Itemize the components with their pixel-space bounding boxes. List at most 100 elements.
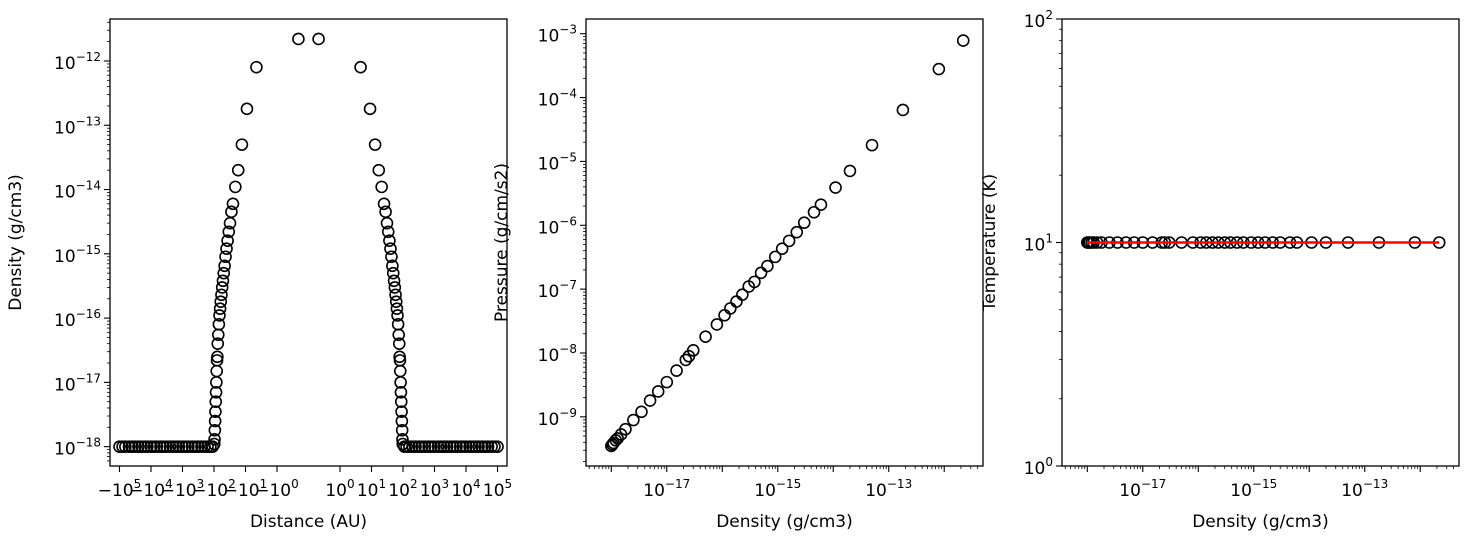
data-point bbox=[389, 295, 403, 308]
y-tick-label: 10−14 bbox=[54, 179, 101, 203]
data-point bbox=[491, 440, 504, 453]
y-axis-label: Pressure (g/cm/s2) bbox=[492, 163, 512, 322]
data-point bbox=[829, 181, 842, 194]
data-point bbox=[472, 440, 485, 453]
data-point bbox=[211, 328, 225, 342]
data-point bbox=[761, 259, 774, 273]
y-tick-label: 101 bbox=[1024, 232, 1053, 256]
x-tick-label-exponent: −17 bbox=[1141, 477, 1166, 491]
y-tick-label: 10−6 bbox=[538, 214, 577, 238]
data-point bbox=[710, 318, 724, 331]
data-point bbox=[699, 330, 712, 344]
y-tick-label-exponent: −16 bbox=[76, 307, 101, 321]
data-point bbox=[229, 180, 242, 194]
y-tick-label: 10−8 bbox=[538, 342, 577, 366]
y-tick-label-exponent: −15 bbox=[76, 243, 101, 257]
y-tick-label-base: 10 bbox=[54, 247, 76, 267]
y-tick-label: 10−16 bbox=[54, 307, 101, 331]
data-point bbox=[215, 281, 229, 294]
data-point bbox=[651, 385, 665, 398]
axes-frame bbox=[585, 18, 984, 467]
data-point bbox=[225, 205, 238, 219]
data-point bbox=[380, 216, 394, 230]
data-point bbox=[386, 259, 399, 273]
x-tick-label-exponent: −13 bbox=[887, 477, 912, 491]
x-tick-label: 103 bbox=[420, 477, 449, 501]
data-point bbox=[363, 102, 377, 116]
data-point bbox=[865, 138, 879, 152]
data-point bbox=[209, 405, 222, 418]
data-point bbox=[390, 302, 404, 316]
data-point bbox=[814, 198, 828, 212]
y-tick-label-base: 10 bbox=[54, 183, 76, 203]
data-point bbox=[395, 414, 409, 428]
data-point bbox=[154, 440, 167, 453]
x-tick-label-base: 10 bbox=[420, 481, 442, 501]
data-point bbox=[670, 364, 683, 377]
data-point bbox=[395, 405, 408, 418]
x-tick-label-exponent: −13 bbox=[1363, 477, 1388, 491]
x-tick-label-base: 10 bbox=[754, 481, 776, 501]
x-tick-label-base: −10 bbox=[255, 481, 291, 501]
x-tick-label: 104 bbox=[451, 477, 480, 501]
y-tick-label-base: 10 bbox=[538, 218, 560, 238]
data-point bbox=[381, 225, 395, 239]
data-point bbox=[394, 376, 407, 389]
y-tick-label-base: 10 bbox=[1024, 236, 1046, 256]
data-point bbox=[896, 103, 910, 117]
data-point bbox=[215, 288, 228, 302]
data-point bbox=[394, 386, 408, 399]
y-tick-label-exponent: −18 bbox=[76, 436, 101, 450]
x-tick-label-exponent: 4 bbox=[473, 477, 481, 491]
data-point bbox=[450, 440, 463, 453]
x-tick-label-exponent: 1 bbox=[379, 477, 387, 491]
data-point bbox=[481, 440, 495, 453]
data-point bbox=[240, 102, 254, 116]
y-tick-label-exponent: −4 bbox=[559, 87, 577, 101]
x-tick-label: 10−15 bbox=[754, 477, 801, 501]
x-tick-label-base: 10 bbox=[1230, 481, 1252, 501]
x-tick-label: −100 bbox=[255, 477, 299, 501]
y-tick-label: 10−18 bbox=[54, 436, 101, 460]
data-point bbox=[375, 180, 388, 194]
x-tick-label: 10−13 bbox=[1341, 477, 1388, 501]
data-point bbox=[210, 376, 223, 389]
x-tick-label-base: 10 bbox=[388, 481, 410, 501]
data-point bbox=[627, 413, 640, 427]
x-tick-label-exponent: 2 bbox=[228, 477, 236, 491]
data-point bbox=[354, 60, 367, 74]
data-point bbox=[635, 405, 648, 419]
data-point bbox=[185, 440, 199, 453]
x-tick-label: 10−17 bbox=[643, 477, 690, 501]
data-point bbox=[292, 32, 305, 46]
y-tick-label-base: 10 bbox=[54, 440, 76, 460]
x-tick-label-exponent: 5 bbox=[505, 477, 513, 491]
data-point bbox=[843, 164, 857, 178]
y-tick-label: 10−4 bbox=[538, 87, 577, 111]
y-tick-label-base: 10 bbox=[54, 118, 76, 138]
data-point bbox=[223, 216, 237, 230]
data-point bbox=[660, 375, 674, 389]
data-point bbox=[209, 386, 223, 399]
data-point bbox=[643, 394, 657, 407]
y-tick-label-base: 10 bbox=[538, 154, 560, 174]
x-tick-label: −104 bbox=[129, 477, 173, 501]
x-tick-label-exponent: 4 bbox=[165, 477, 173, 491]
data-point bbox=[217, 266, 231, 280]
x-tick-label: 10−13 bbox=[865, 477, 912, 501]
x-tick-label-exponent: 1 bbox=[260, 477, 268, 491]
x-tick-label-exponent: 3 bbox=[197, 477, 205, 491]
data-point bbox=[724, 302, 737, 315]
y-tick-label: 10−7 bbox=[538, 278, 577, 302]
data-point bbox=[807, 205, 821, 219]
x-tick-label-base: 10 bbox=[357, 481, 379, 501]
data-point bbox=[396, 433, 409, 446]
y-tick-label-exponent: −5 bbox=[559, 150, 577, 164]
data-point bbox=[208, 433, 221, 446]
x-tick-label: −101 bbox=[224, 477, 268, 501]
x-tick-label-base: −10 bbox=[224, 481, 260, 501]
axes-frame bbox=[109, 18, 508, 467]
data-point bbox=[754, 266, 768, 280]
x-axis-label: Density (g/cm3) bbox=[1192, 512, 1329, 532]
x-tick-label-base: −10 bbox=[129, 481, 165, 501]
